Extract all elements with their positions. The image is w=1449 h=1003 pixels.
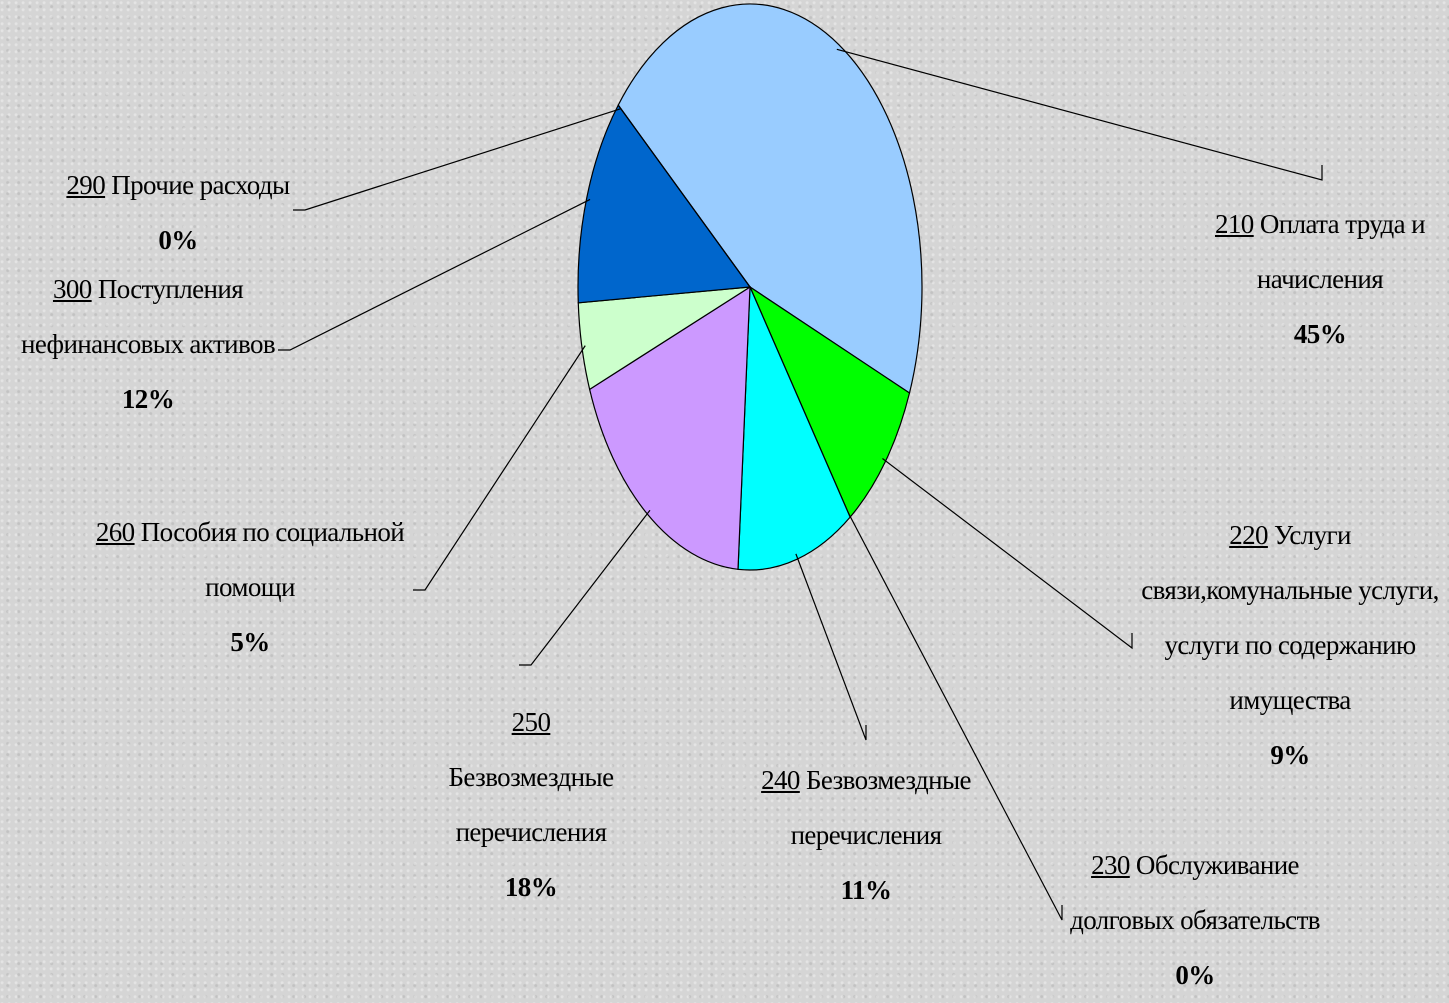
- pie-slice: [577, 103, 752, 304]
- leader-line: [293, 108, 622, 211]
- slice-name: Пособия по социальной помощи: [140, 517, 405, 602]
- slice-percent: 12%: [121, 384, 175, 414]
- leader-line: [278, 198, 591, 351]
- slice-percent: 11%: [840, 875, 892, 905]
- slice-percent: 0%: [1175, 960, 1215, 990]
- leader-line: [413, 345, 586, 591]
- leader-line: [795, 553, 867, 741]
- slice-percent: 9%: [1270, 740, 1310, 770]
- slice-percent: 18%: [504, 872, 558, 902]
- leader-line: [847, 512, 1063, 921]
- slice-label: 230 Обслуживание долговых обязательств 0%: [1055, 838, 1335, 1003]
- leader-line: [519, 509, 651, 666]
- slice-code: 300: [52, 274, 92, 304]
- pie-slice: [737, 286, 851, 571]
- slice-code: 210: [1214, 209, 1254, 239]
- pie-slice: [588, 285, 751, 570]
- slice-code: 290: [66, 170, 106, 200]
- slice-code: 220: [1229, 520, 1268, 550]
- slice-percent: 5%: [230, 627, 270, 657]
- slice-name: Поступления нефинансовых активов: [20, 274, 276, 359]
- slice-name: Безвозмездные перечисления: [790, 765, 972, 850]
- slice-name: Безвозмездные перечисления: [448, 762, 615, 847]
- slice-code: 230: [1091, 850, 1130, 880]
- slice-code: 240: [761, 765, 800, 795]
- leader-line: [882, 458, 1133, 650]
- slice-label: 210 Оплата труда и начисления 45%: [1195, 197, 1445, 362]
- slice-label: 250 Безвозмездные перечисления 18%: [441, 695, 621, 915]
- slice-code: 260: [95, 517, 135, 547]
- slice-label: 300 Поступления нефинансовых активов 12%: [8, 262, 288, 427]
- slice-code: 250: [511, 707, 551, 737]
- slice-label: 240 Безвозмездные перечисления 11%: [741, 753, 991, 918]
- slice-name: Прочие расходы: [111, 170, 290, 200]
- slice-label: 290 Прочие расходы 0%: [38, 158, 318, 268]
- pie-slice: [748, 285, 911, 519]
- slice-percent: 0%: [158, 225, 198, 255]
- pie-slice: [617, 3, 923, 394]
- slice-name: Обслуживание долговых обязательств: [1070, 850, 1320, 935]
- slice-percent: 45%: [1293, 319, 1347, 349]
- slice-label: 260 Пособия по социальной помощи 5%: [85, 505, 415, 670]
- slice-label: 220 Услуги связи,комунальные услуги, усл…: [1130, 508, 1449, 783]
- slice-name: Услуги связи,комунальные услуги, услуги …: [1141, 520, 1439, 715]
- slice-name: Оплата труда и начисления: [1256, 209, 1426, 294]
- leader-line: [836, 48, 1323, 181]
